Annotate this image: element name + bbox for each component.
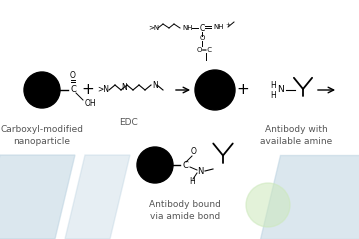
Text: >N: >N xyxy=(148,25,159,31)
Text: H: H xyxy=(270,81,276,89)
Text: C: C xyxy=(200,23,205,33)
Circle shape xyxy=(195,70,235,110)
Text: >N: >N xyxy=(97,86,109,94)
Text: NH: NH xyxy=(213,24,224,30)
Text: +: + xyxy=(81,82,94,98)
Text: NH: NH xyxy=(182,25,192,31)
Text: Antibody with
available amine: Antibody with available amine xyxy=(260,125,332,146)
Polygon shape xyxy=(65,155,130,239)
Text: H: H xyxy=(189,178,195,186)
Text: +: + xyxy=(237,82,250,98)
Text: Antibody bound
via amide bond: Antibody bound via amide bond xyxy=(149,200,221,221)
Text: N: N xyxy=(152,81,158,89)
Text: Carboxyl-modified
nanoparticle: Carboxyl-modified nanoparticle xyxy=(0,125,84,146)
Text: N: N xyxy=(197,168,203,176)
Text: O: O xyxy=(191,147,197,157)
Text: C: C xyxy=(70,86,76,94)
Text: O: O xyxy=(199,35,205,41)
Text: O: O xyxy=(70,71,76,80)
Circle shape xyxy=(137,147,173,183)
Text: H: H xyxy=(270,91,276,99)
Text: N: N xyxy=(278,86,284,94)
Text: C: C xyxy=(182,161,188,169)
Circle shape xyxy=(24,72,60,108)
Text: EDC: EDC xyxy=(118,118,137,127)
Text: OH: OH xyxy=(85,99,97,109)
Text: +: + xyxy=(225,22,230,27)
Text: O=C: O=C xyxy=(197,47,213,53)
Text: N: N xyxy=(121,82,127,92)
Polygon shape xyxy=(0,155,75,239)
Polygon shape xyxy=(260,155,359,239)
Circle shape xyxy=(246,183,290,227)
